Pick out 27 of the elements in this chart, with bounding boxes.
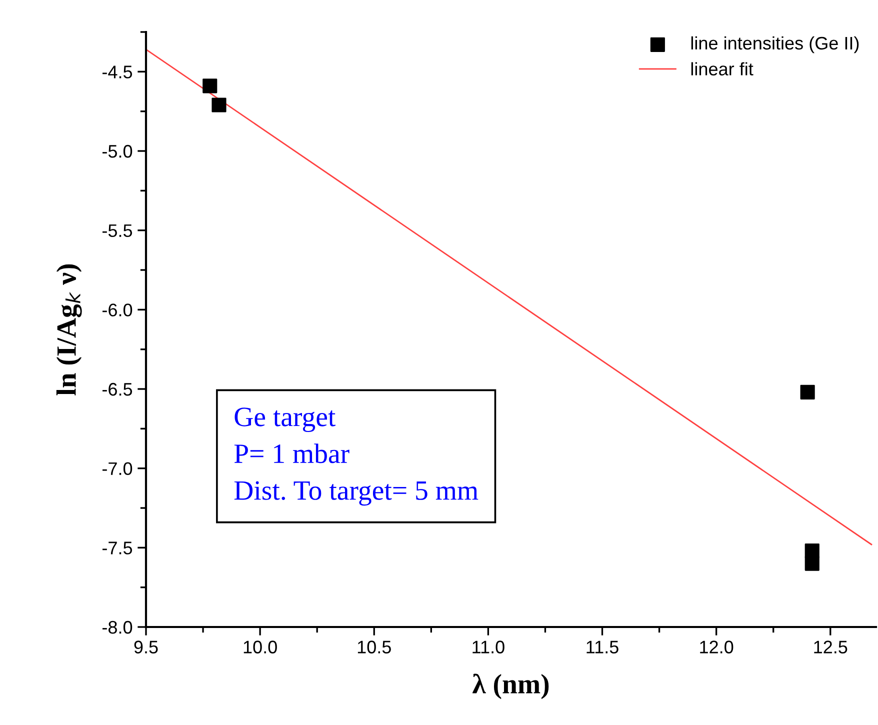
point bbox=[804, 544, 820, 558]
legend-label: line intensities (Ge II) bbox=[691, 36, 859, 54]
point bbox=[212, 98, 226, 112]
point bbox=[800, 384, 815, 400]
y-tick-label: -6.0 bbox=[102, 304, 132, 316]
y-tick-label: -4.5 bbox=[102, 66, 132, 78]
y-tick-label: -5.0 bbox=[102, 144, 132, 158]
annotation: Ge target bbox=[234, 408, 336, 432]
y-axis-title: ln (I/Ag$_{k}$ ν) bbox=[56, 264, 82, 396]
legend-label: linear fit bbox=[691, 62, 754, 76]
annotation: P= 1 mbar bbox=[234, 444, 350, 464]
point bbox=[202, 78, 218, 94]
y-tick-label: -6.5 bbox=[102, 382, 132, 396]
x-tick-label: 10.0 bbox=[244, 640, 277, 654]
y-tick-label: -7.5 bbox=[102, 542, 132, 554]
x-tick-label: 12.0 bbox=[700, 640, 734, 654]
y-tick-label: -8.0 bbox=[102, 620, 132, 634]
x-tick-label: 11.0 bbox=[472, 640, 504, 654]
x-tick-label: 12.5 bbox=[814, 640, 848, 654]
annotation: Dist. To target= 5 mm bbox=[234, 481, 478, 506]
y-tick-label: -5.5 bbox=[102, 224, 132, 238]
y-tick-label: -7.0 bbox=[102, 462, 132, 476]
x-tick-label: 10.5 bbox=[358, 640, 391, 654]
point bbox=[804, 556, 820, 571]
x-axis-title: λ (nm) bbox=[472, 674, 549, 700]
x-tick-label: 11.5 bbox=[586, 640, 618, 654]
x-tick-label: 9.5 bbox=[134, 640, 158, 654]
